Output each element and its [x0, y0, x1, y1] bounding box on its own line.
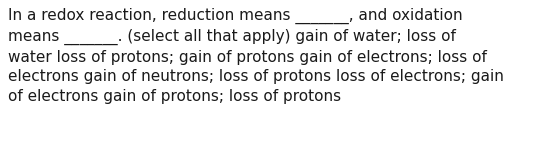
Text: In a redox reaction, reduction means _______, and oxidation
means _______. (sele: In a redox reaction, reduction means ___…	[8, 8, 504, 104]
